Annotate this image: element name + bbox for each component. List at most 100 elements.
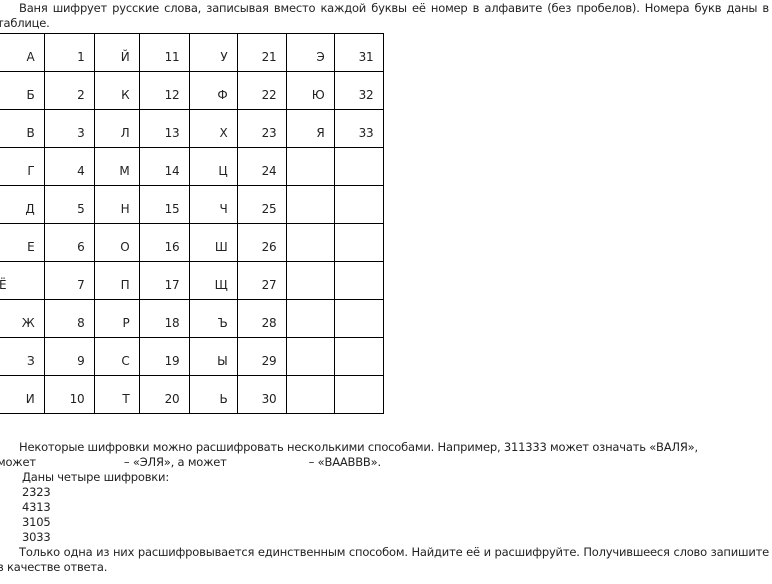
given-label: Даны четыре шифровки: bbox=[22, 470, 170, 484]
letter-cell: С bbox=[93, 337, 140, 376]
number-cell bbox=[333, 185, 384, 224]
letter-cell: Б bbox=[0, 71, 45, 110]
table-row: Ё 7 П 17 Щ 27 bbox=[0, 261, 384, 300]
table-row: Б 2 К 12 Ф 22 Ю 32 bbox=[0, 71, 384, 110]
letter-cell: У bbox=[188, 33, 238, 72]
table-row: З 9 С 19 Ы 29 bbox=[0, 337, 384, 376]
number-cell: 6 bbox=[43, 223, 95, 262]
para2-text-b: – «ЭЛЯ», а может bbox=[123, 455, 227, 469]
alphabet-table: А 1 Й 11 У 21 Э 31 Б 2 К 12 Ф 22 Ю 32 В 3 Л 13 Х 23 Я 33 Г 4 М 14 Ц 2… bbox=[0, 33, 384, 414]
number-cell: 9 bbox=[43, 337, 95, 376]
number-cell bbox=[333, 337, 384, 376]
letter-cell: Ц bbox=[188, 147, 238, 186]
letter-cell: Э bbox=[285, 33, 335, 72]
table-row: Ж 8 Р 18 Ъ 28 bbox=[0, 299, 384, 338]
letter-cell bbox=[285, 299, 335, 338]
letter-cell: Л bbox=[93, 109, 140, 148]
number-cell: 19 bbox=[138, 337, 190, 376]
code-2: 4313 bbox=[22, 500, 51, 514]
letter-cell: Ё bbox=[0, 261, 45, 300]
number-cell: 23 bbox=[236, 109, 287, 148]
number-cell: 26 bbox=[236, 223, 287, 262]
number-cell: 10 bbox=[43, 375, 95, 414]
number-cell: 7 bbox=[43, 261, 95, 300]
number-cell: 31 bbox=[333, 33, 384, 72]
number-cell: 8 bbox=[43, 299, 95, 338]
letter-cell: Ч bbox=[188, 185, 238, 224]
number-cell: 30 bbox=[236, 375, 287, 414]
letter-cell: Щ bbox=[188, 261, 238, 300]
letter-cell bbox=[285, 261, 335, 300]
letter-cell: Я bbox=[285, 109, 335, 148]
letter-cell: М bbox=[93, 147, 140, 186]
intro-text: Ваня шифрует русские слова, записывая вм… bbox=[0, 1, 769, 30]
letter-cell bbox=[285, 185, 335, 224]
number-cell: 24 bbox=[236, 147, 287, 186]
number-cell bbox=[333, 261, 384, 300]
para2-line1: Некоторые шифровки можно расшифровать не… bbox=[19, 440, 698, 454]
number-cell: 25 bbox=[236, 185, 287, 224]
number-cell bbox=[333, 147, 384, 186]
number-cell: 29 bbox=[236, 337, 287, 376]
letter-cell: Ь bbox=[188, 375, 238, 414]
number-cell: 16 bbox=[138, 223, 190, 262]
letter-cell: А bbox=[0, 33, 45, 72]
number-cell: 18 bbox=[138, 299, 190, 338]
letter-cell: К bbox=[93, 71, 140, 110]
number-cell: 14 bbox=[138, 147, 190, 186]
number-cell: 33 bbox=[333, 109, 384, 148]
para2-text-a: может bbox=[0, 455, 36, 469]
letter-cell: Т bbox=[93, 375, 140, 414]
code-3: 3105 bbox=[22, 515, 51, 529]
letter-cell: Ъ bbox=[188, 299, 238, 338]
letter-cell: Ш bbox=[188, 223, 238, 262]
letter-cell: Ы bbox=[188, 337, 238, 376]
letter-cell: Х bbox=[188, 109, 238, 148]
letter-cell bbox=[285, 337, 335, 376]
para2-text-c: – «ВААВВВ». bbox=[308, 455, 381, 469]
number-cell: 5 bbox=[43, 185, 95, 224]
table-row: В 3 Л 13 Х 23 Я 33 bbox=[0, 109, 384, 148]
number-cell: 4 bbox=[43, 147, 95, 186]
letter-cell: В bbox=[0, 109, 45, 148]
number-cell: 28 bbox=[236, 299, 287, 338]
letter-cell bbox=[285, 147, 335, 186]
number-cell: 13 bbox=[138, 109, 190, 148]
letter-cell bbox=[285, 375, 335, 414]
task-text: Только одна из них расшифровывается един… bbox=[0, 545, 769, 574]
letter-cell: П bbox=[93, 261, 140, 300]
table-row: Е 6 О 16 Ш 26 bbox=[0, 223, 384, 262]
letter-cell: Д bbox=[0, 185, 45, 224]
letter-cell bbox=[285, 223, 335, 262]
letter-cell: Ж bbox=[0, 299, 45, 338]
letter-cell: Е bbox=[0, 223, 45, 262]
number-cell: 2 bbox=[43, 71, 95, 110]
letter-cell: Р bbox=[93, 299, 140, 338]
code-4: 3033 bbox=[22, 530, 51, 544]
para2-line2: может – «ЭЛЯ», а может – «ВААВВВ». bbox=[0, 455, 381, 470]
number-cell: 15 bbox=[138, 185, 190, 224]
number-cell: 21 bbox=[236, 33, 287, 72]
number-cell: 32 bbox=[333, 71, 384, 110]
letter-cell: Г bbox=[0, 147, 45, 186]
number-cell: 17 bbox=[138, 261, 190, 300]
table-row: А 1 Й 11 У 21 Э 31 bbox=[0, 33, 384, 72]
number-cell: 22 bbox=[236, 71, 287, 110]
number-cell bbox=[333, 375, 384, 414]
letter-cell: Ф bbox=[188, 71, 238, 110]
number-cell bbox=[333, 299, 384, 338]
table-row: Д 5 Н 15 Ч 25 bbox=[0, 185, 384, 224]
number-cell: 20 bbox=[138, 375, 190, 414]
table-row: Г 4 М 14 Ц 24 bbox=[0, 147, 384, 186]
letter-cell: Н bbox=[93, 185, 140, 224]
letter-cell: О bbox=[93, 223, 140, 262]
letter-cell: З bbox=[0, 337, 45, 376]
table-row: И 10 Т 20 Ь 30 bbox=[0, 375, 384, 414]
number-cell: 3 bbox=[43, 109, 95, 148]
code-1: 2323 bbox=[22, 485, 51, 499]
number-cell: 12 bbox=[138, 71, 190, 110]
number-cell bbox=[333, 223, 384, 262]
letter-cell: Й bbox=[93, 33, 140, 72]
letter-cell: Ю bbox=[285, 71, 335, 110]
number-cell: 1 bbox=[43, 33, 95, 72]
